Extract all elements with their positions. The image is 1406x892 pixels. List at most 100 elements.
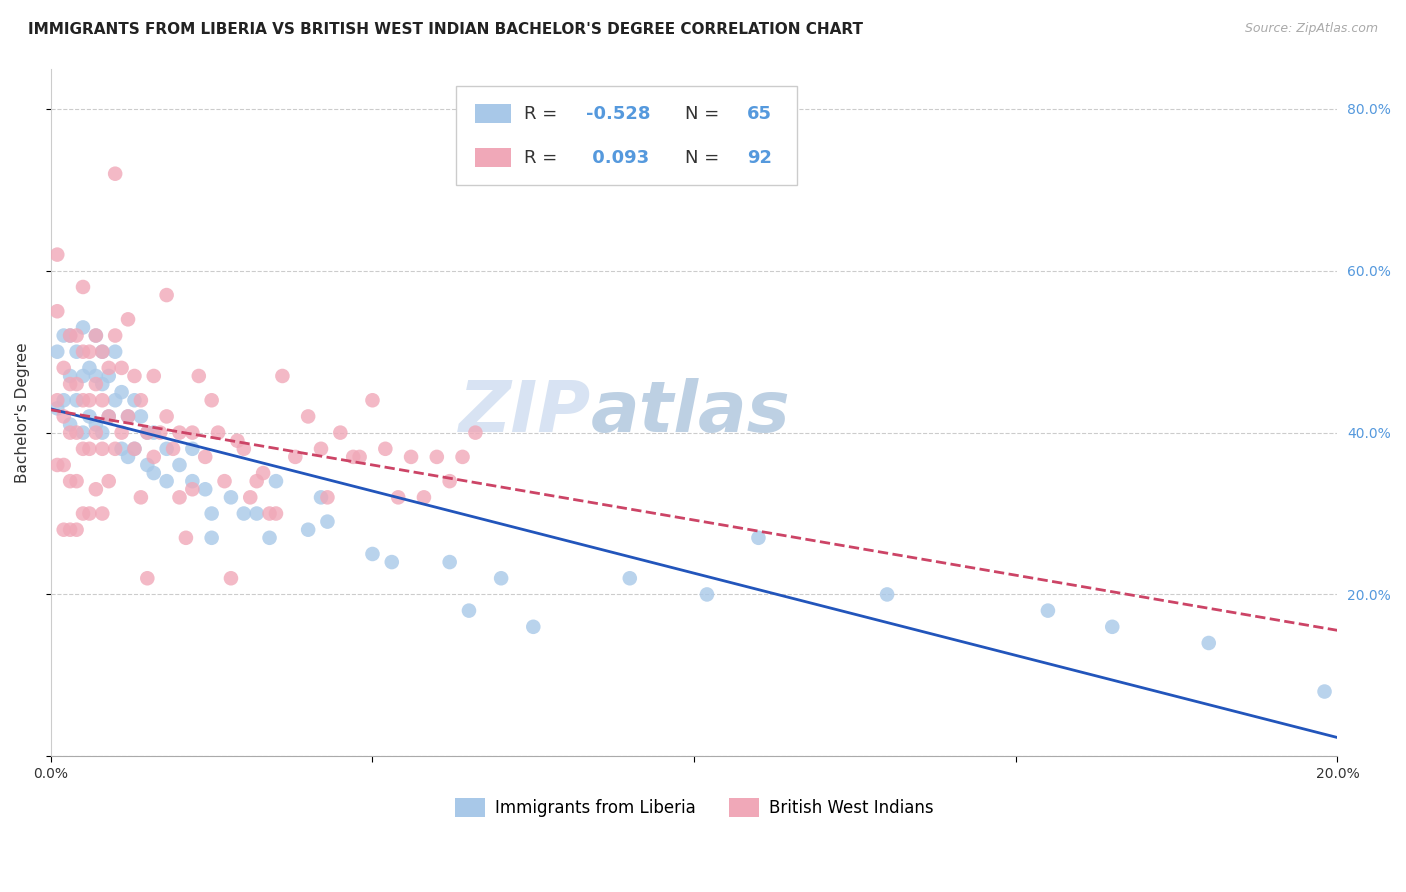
Point — [489, 571, 512, 585]
Point — [52, 409, 75, 424]
Point — [201, 507, 224, 521]
Point — [65, 328, 87, 343]
Point — [65, 523, 87, 537]
Point — [696, 587, 718, 601]
Point — [72, 369, 94, 384]
Point — [91, 377, 114, 392]
Point — [426, 450, 449, 464]
Point — [246, 474, 269, 488]
Point — [84, 425, 107, 440]
Point — [374, 442, 396, 456]
Point — [97, 369, 120, 384]
Point — [309, 442, 332, 456]
Point — [174, 531, 197, 545]
Point — [59, 425, 82, 440]
Point — [104, 328, 127, 343]
Point — [59, 369, 82, 384]
Point — [79, 393, 101, 408]
Point — [284, 450, 307, 464]
Point — [84, 328, 107, 343]
Point — [84, 377, 107, 392]
Point — [194, 450, 217, 464]
Point — [91, 393, 114, 408]
Point — [329, 425, 352, 440]
Point — [104, 442, 127, 456]
Point — [232, 442, 254, 456]
Point — [65, 377, 87, 392]
Point — [439, 474, 461, 488]
Point — [91, 507, 114, 521]
Point — [59, 417, 82, 432]
Text: ZIP: ZIP — [458, 378, 591, 447]
Point — [142, 450, 165, 464]
Point — [187, 369, 209, 384]
Text: 92: 92 — [747, 148, 772, 167]
Point — [72, 280, 94, 294]
Point — [309, 491, 332, 505]
Point — [79, 360, 101, 375]
Point — [46, 344, 69, 359]
Point — [104, 344, 127, 359]
Point — [349, 450, 371, 464]
Point — [72, 393, 94, 408]
Point — [52, 328, 75, 343]
Point — [84, 369, 107, 384]
Point — [46, 393, 69, 408]
Point — [84, 328, 107, 343]
Point — [458, 604, 481, 618]
Point — [399, 450, 422, 464]
Point — [194, 482, 217, 496]
Point — [52, 523, 75, 537]
Point — [110, 360, 132, 375]
Point — [129, 409, 152, 424]
Point — [52, 360, 75, 375]
Point — [259, 507, 281, 521]
Point — [72, 320, 94, 334]
Point — [117, 450, 139, 464]
Point — [59, 328, 82, 343]
Point — [1313, 684, 1336, 698]
Point — [619, 571, 641, 585]
Point — [136, 571, 159, 585]
Text: N =: N = — [685, 104, 725, 122]
Point — [91, 344, 114, 359]
Point — [72, 507, 94, 521]
Point — [65, 425, 87, 440]
Point — [59, 377, 82, 392]
Point — [72, 425, 94, 440]
Point — [239, 491, 262, 505]
Point — [124, 442, 146, 456]
Text: -0.528: -0.528 — [586, 104, 651, 122]
Point — [201, 393, 224, 408]
Point — [259, 531, 281, 545]
Text: atlas: atlas — [591, 378, 792, 447]
Point — [79, 442, 101, 456]
Point — [181, 474, 204, 488]
Point — [149, 425, 172, 440]
Point — [117, 312, 139, 326]
Point — [246, 507, 269, 521]
Point — [129, 393, 152, 408]
Point — [162, 442, 184, 456]
Point — [451, 450, 474, 464]
Point — [65, 474, 87, 488]
Y-axis label: Bachelor's Degree: Bachelor's Degree — [15, 342, 30, 483]
Point — [1101, 620, 1123, 634]
Point — [136, 458, 159, 472]
Point — [876, 587, 898, 601]
Point — [124, 442, 146, 456]
Point — [214, 474, 236, 488]
Point — [84, 417, 107, 432]
Point — [342, 450, 364, 464]
Point — [79, 344, 101, 359]
Point — [316, 491, 339, 505]
Point — [156, 442, 179, 456]
Point — [219, 571, 242, 585]
Point — [297, 409, 319, 424]
Point — [1198, 636, 1220, 650]
Point — [46, 247, 69, 261]
Point — [79, 507, 101, 521]
Point — [464, 425, 486, 440]
Point — [72, 442, 94, 456]
Point — [91, 442, 114, 456]
